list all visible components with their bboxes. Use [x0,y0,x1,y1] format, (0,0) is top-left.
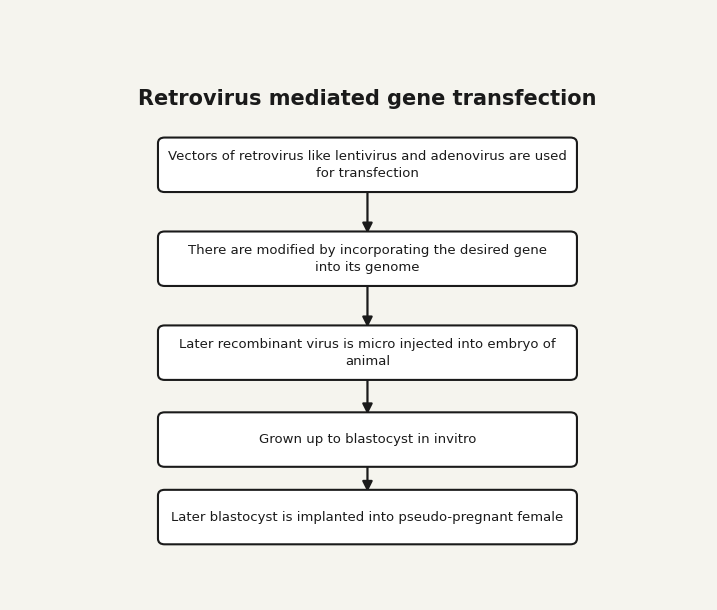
FancyBboxPatch shape [158,325,577,380]
Text: Later recombinant virus is micro injected into embryo of
animal: Later recombinant virus is micro injecte… [179,338,556,368]
Text: Grown up to blastocyst in invitro: Grown up to blastocyst in invitro [259,433,476,446]
Text: There are modified by incorporating the desired gene
into its genome: There are modified by incorporating the … [188,244,547,274]
Text: Vectors of retrovirus like lentivirus and adenovirus are used
for transfection: Vectors of retrovirus like lentivirus an… [168,150,567,180]
Text: Retrovirus mediated gene transfection: Retrovirus mediated gene transfection [138,89,597,109]
Text: Later blastocyst is implanted into pseudo-pregnant female: Later blastocyst is implanted into pseud… [171,511,564,523]
FancyBboxPatch shape [158,490,577,544]
FancyBboxPatch shape [158,412,577,467]
FancyBboxPatch shape [158,231,577,286]
FancyBboxPatch shape [158,137,577,192]
